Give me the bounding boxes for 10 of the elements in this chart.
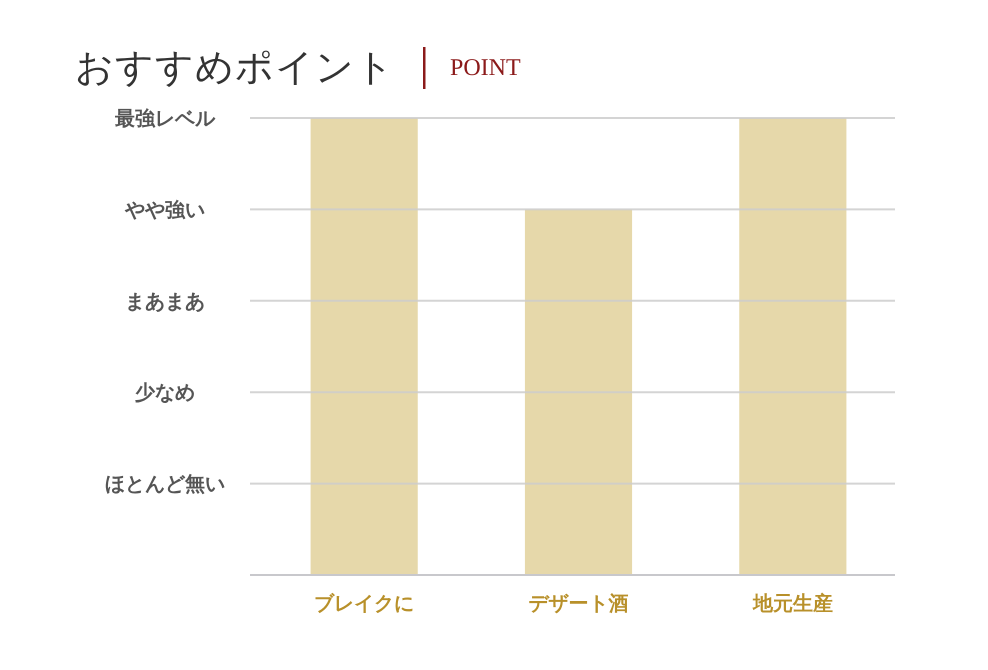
ref-line-label: 最強レベル <box>114 106 216 130</box>
x-tick-label: デザート酒 <box>528 591 628 615</box>
x-tick-label: ブレイクに <box>314 591 414 615</box>
ref-line-label: やや強い <box>124 197 205 222</box>
ref-line-label: まあまあ <box>125 288 205 313</box>
x-tick-label: 地元生産 <box>752 591 833 615</box>
ref-line-label: 少なめ <box>135 380 195 404</box>
ref-line-label: ほとんど無い <box>105 472 225 496</box>
chart-title: おすすめポイント <box>75 47 395 89</box>
chart-subtitle: POINT <box>450 55 522 81</box>
